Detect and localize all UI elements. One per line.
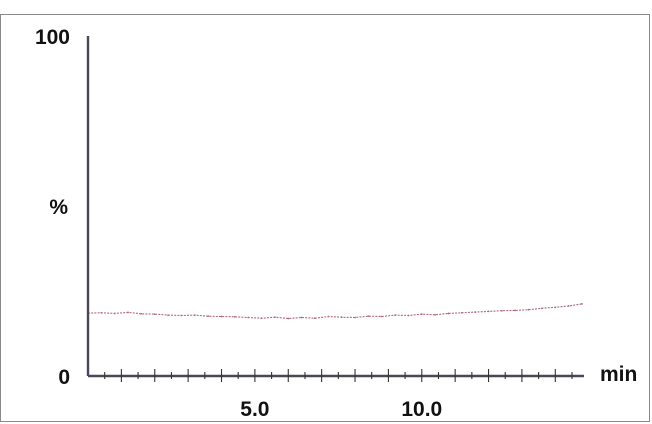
data-point: [500, 309, 503, 312]
data-point: [567, 305, 570, 307]
y-axis-label: %: [49, 196, 68, 219]
series-line: [87, 303, 583, 320]
data-point: [153, 313, 156, 316]
data-point: [474, 311, 477, 313]
data-point: [340, 316, 343, 319]
data-point: [233, 315, 236, 318]
data-point: [527, 308, 530, 311]
x-axis-tick-labels: 5.0 10.0: [240, 398, 442, 421]
data-point: [113, 312, 116, 315]
data-point: [327, 315, 330, 318]
data-point: [407, 314, 410, 317]
data-point: [367, 315, 370, 318]
data-point: [247, 316, 250, 319]
data-point: [354, 316, 356, 319]
x-tick-label: 10.0: [401, 398, 442, 421]
data-point: [207, 315, 210, 318]
x-axis-ticks: [104, 369, 573, 382]
data-point: [581, 303, 583, 305]
data-point: [260, 317, 263, 320]
data-point: [460, 311, 463, 314]
data-point: [127, 311, 129, 314]
data-point: [541, 307, 543, 310]
data-point: [487, 310, 490, 313]
data-point: [220, 315, 223, 318]
x-axis-label: min: [600, 363, 637, 386]
plot-area: [87, 303, 583, 320]
x-tick-label: 5.0: [240, 398, 269, 421]
data-point: [167, 314, 170, 317]
data-point: [180, 314, 183, 317]
data-point: [140, 312, 143, 315]
y-tick-label: 100: [35, 26, 70, 49]
data-point: [274, 316, 276, 319]
data-point: [434, 313, 437, 316]
data-point: [554, 306, 557, 309]
data-point: [514, 309, 517, 312]
data-point: [420, 313, 423, 316]
data-point: [447, 312, 450, 315]
y-axis-tick-labels: 0 100: [35, 26, 70, 389]
data-point: [300, 316, 303, 319]
data-point: [100, 311, 103, 314]
data-point: [394, 314, 396, 317]
data-point: [314, 317, 316, 320]
y-tick-label: 0: [58, 366, 70, 389]
data-point: [287, 317, 290, 320]
data-point: [380, 315, 383, 318]
chart-frame: [0, 14, 650, 422]
data-point: [193, 314, 196, 317]
